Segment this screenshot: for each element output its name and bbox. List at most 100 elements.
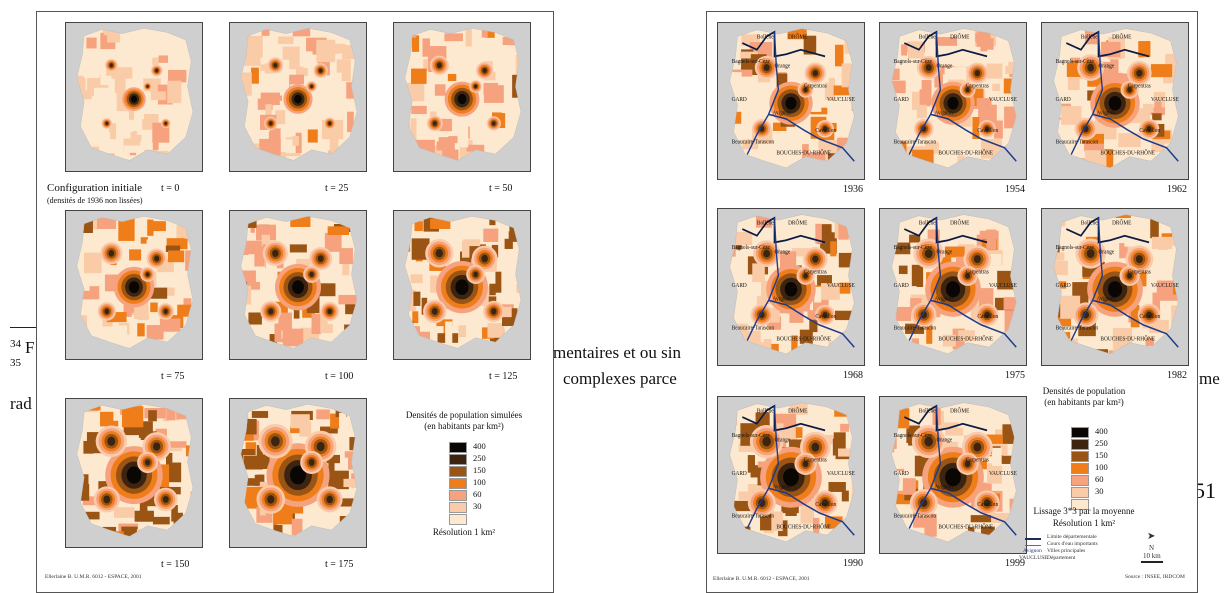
simulation-time-label: t = 50 [489, 183, 513, 194]
map-label-avignon: Avignon [1097, 296, 1115, 302]
map-label-drome: DRÔME [950, 218, 970, 227]
legend-swatch [1071, 427, 1089, 438]
legend-swatch [449, 514, 467, 525]
map-label-bollene: Bollène [919, 220, 936, 226]
legend-resolution: Résolution 1 km² [1052, 518, 1116, 528]
map-label-orange: Orange [936, 437, 952, 443]
map-label-vaucluse: VAUCLUSE [827, 97, 855, 103]
legend-label: 400 [473, 441, 486, 451]
map-label-drome: DRÔME [950, 32, 970, 41]
map-label-bagnols: Bagnols-sur-Cèze [732, 433, 771, 439]
durance-river [768, 487, 855, 536]
durance-river [768, 299, 855, 348]
map-label-orange: Orange [1098, 63, 1114, 69]
simulation-map [229, 398, 367, 548]
map-label-bagnols: Bagnols-sur-Cèze [732, 59, 771, 65]
map-label-cavaillon: Cavaillon [977, 502, 998, 508]
map-label-gard: GARD [1056, 283, 1071, 289]
map-label-drome: DRÔME [788, 218, 808, 227]
north-arrow-icon: ➤ [1147, 531, 1156, 542]
map-label-drome: DRÔME [950, 406, 970, 415]
observed-density-map: Bollène DRÔME Bagnols-sur-Cèze Orange Carpen… [717, 208, 865, 366]
map-year-label: 1990 [843, 558, 863, 569]
map-label-cavaillon: Cavaillon [1139, 128, 1160, 134]
durance-river [1092, 299, 1179, 348]
rhone-river [908, 217, 942, 341]
observed-density-map: Bollène DRÔME Bagnols-sur-Cèze Orange Carpen… [879, 396, 1027, 554]
legend-label: 250 [473, 453, 486, 463]
legend-label: 60 [473, 489, 482, 499]
legend-swatch [1071, 475, 1089, 486]
legend-subtitle: (en habitants par km²) [1044, 397, 1124, 407]
map-label-bdr: BOUCHES-DU-RHÔNE [938, 522, 993, 531]
observed-density-map: Bollène DRÔME Bagnols-sur-Cèze Orange Carpen… [879, 208, 1027, 366]
map-label-bagnols: Bagnols-sur-Cèze [1056, 245, 1095, 251]
map-label-orange: Orange [774, 437, 790, 443]
background-line-1: mentaires et ou sin [553, 343, 681, 362]
map-label-drome: DRÔME [1112, 218, 1132, 227]
right-credit: Ellerlaine B. U.M.R. 6012 - ESPACE, 2001 [713, 576, 810, 582]
map-label-bagnols: Bagnols-sur-Cèze [732, 245, 771, 251]
footnote-rule [10, 327, 40, 328]
observed-density-map: Bollène DRÔME Bagnols-sur-Cèze Orange Carpen… [1041, 22, 1189, 180]
simulation-map-graphic [404, 28, 522, 161]
map-label-beaucaire: Beaucaire-Tarascon [732, 513, 775, 519]
simulation-map [393, 22, 531, 172]
map-label-carpentras: Carpentras [804, 269, 828, 275]
page-number: 51 [1194, 478, 1216, 503]
simulation-map [65, 22, 203, 172]
observed-density-map: Bollène DRÔME Bagnols-sur-Cèze Orange Carpen… [879, 22, 1027, 180]
map-label-cavaillon: Cavaillon [815, 128, 836, 134]
simulation-time-label: t = 75 [161, 371, 185, 382]
map-label-cavaillon: Cavaillon [815, 314, 836, 320]
legend-swatch [449, 466, 467, 477]
durance-river [930, 299, 1017, 348]
map-label-beaucaire: Beaucaire-Tarascon [894, 139, 937, 145]
initial-config-caption: Configuration initiale [47, 182, 143, 194]
simulation-time-label: t = 100 [325, 371, 354, 382]
simulation-map-graphic [240, 404, 358, 537]
legend-resolution: Résolution 1 km² [432, 527, 496, 537]
map-label-beaucaire: Beaucaire-Tarascon [894, 325, 937, 331]
map-label-bdr: BOUCHES-DU-RHÔNE [776, 334, 831, 343]
map-label-carpentras: Carpentras [804, 83, 828, 89]
map-label-bollene: Bollène [919, 34, 936, 40]
legend-label: 30 [1095, 486, 1104, 496]
map-label-beaucaire: Beaucaire-Tarascon [732, 325, 775, 331]
north-label: N [1149, 544, 1155, 552]
key-dept-example: VAUCLUSE [1019, 555, 1048, 561]
map-year-label: 1954 [1005, 184, 1025, 195]
durance-river [930, 487, 1017, 536]
key-river-line [1025, 545, 1041, 546]
observed-densities-figure: Bollène DRÔME Bagnols-sur-Cèze Orange Carpen… [706, 11, 1198, 593]
simulation-map-graphic [240, 28, 358, 161]
map-label-bdr: BOUCHES-DU-RHÔNE [938, 334, 993, 343]
legend-label: 150 [1095, 450, 1108, 460]
map-label-gard: GARD [1056, 97, 1071, 103]
map-label-avignon: Avignon [935, 110, 953, 116]
map-label-bagnols: Bagnols-sur-Cèze [894, 245, 933, 251]
legend-swatch [449, 502, 467, 513]
simulation-time-label: t = 175 [325, 559, 354, 570]
simulation-map-graphic [404, 216, 522, 349]
map-label-bdr: BOUCHES-DU-RHÔNE [1100, 334, 1155, 343]
rhone-river [908, 31, 942, 155]
simulation-time-label: t = 0 [161, 183, 180, 194]
simulation-map-graphic [76, 404, 194, 537]
map-label-beaucaire: Beaucaire-Tarascon [894, 513, 937, 519]
rhone-river [746, 31, 780, 155]
map-label-carpentras: Carpentras [966, 269, 990, 275]
map-label-gard: GARD [732, 471, 747, 477]
map-year-label: 1962 [1167, 184, 1187, 195]
map-label-bollene: Bollène [757, 34, 774, 40]
legend-label: 400 [1095, 426, 1108, 436]
legend-label: 100 [1095, 462, 1108, 472]
key-city-example: Avignon [1023, 548, 1042, 554]
map-label-carpentras: Carpentras [966, 83, 990, 89]
map-label-bollene: Bollène [1081, 220, 1098, 226]
rhone-river [908, 405, 942, 529]
map-label-vaucluse: VAUCLUSE [989, 471, 1017, 477]
